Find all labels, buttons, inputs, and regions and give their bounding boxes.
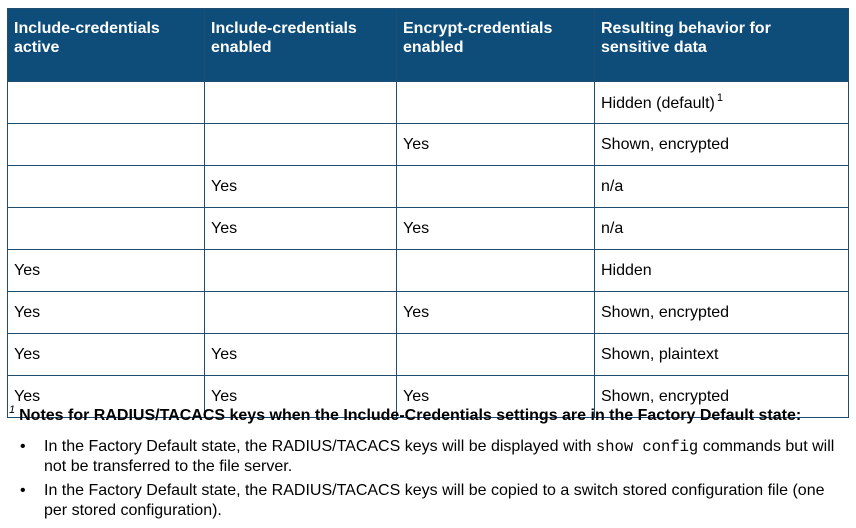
table-cell: Yes bbox=[204, 207, 397, 250]
table-cell: Yes bbox=[396, 207, 595, 250]
table-cell: Yes bbox=[7, 249, 205, 292]
table-row: Yes n/a bbox=[7, 165, 849, 208]
footnote-marker: 1 bbox=[9, 404, 16, 416]
footnote-list: • In the Factory Default state, the RADI… bbox=[20, 437, 850, 525]
table-cell: Yes bbox=[396, 123, 595, 166]
header-resulting-behavior: Resulting behavior for sensitive data bbox=[594, 8, 849, 82]
footnote-title: 1 Notes for RADIUS/TACACS keys when the I… bbox=[9, 404, 801, 425]
table-row: Yes Yes Shown, encrypted bbox=[7, 291, 849, 334]
table-row: Yes Hidden bbox=[7, 249, 849, 292]
note-text: In the Factory Default state, the RADIUS… bbox=[44, 482, 825, 519]
table-cell bbox=[396, 81, 595, 124]
table-cell bbox=[7, 123, 205, 166]
table-cell: Shown, encrypted bbox=[594, 291, 849, 334]
table-cell bbox=[396, 333, 595, 376]
table-cell: Shown, plaintext bbox=[594, 333, 849, 376]
table-cell: Hidden bbox=[594, 249, 849, 292]
table-cell: Hidden (default) 1 bbox=[594, 81, 849, 124]
bullet: • bbox=[20, 438, 26, 455]
command-code: show config bbox=[595, 438, 699, 456]
table-row: Yes Yes Yes Shown, encrypted bbox=[7, 375, 849, 418]
table-header-row: Include-credentials active Include-crede… bbox=[7, 8, 849, 82]
table-cell: Shown, encrypted bbox=[594, 375, 849, 418]
table-cell bbox=[204, 249, 397, 292]
table-cell: Yes bbox=[204, 375, 397, 418]
table-cell: Yes bbox=[396, 291, 595, 334]
table-cell bbox=[7, 165, 205, 208]
table-cell: Yes bbox=[7, 291, 205, 334]
table-cell: n/a bbox=[594, 207, 849, 250]
table-cell bbox=[396, 249, 595, 292]
footnote-marker: 1 bbox=[716, 92, 723, 104]
table-row: Hidden (default) 1 bbox=[7, 81, 849, 124]
table-row: Yes Yes Shown, plaintext bbox=[7, 333, 849, 376]
note-text-part: In the Factory Default state, the RADIUS… bbox=[44, 438, 596, 455]
table-cell bbox=[7, 207, 205, 250]
list-item: • In the Factory Default state, the RADI… bbox=[20, 481, 850, 521]
table-cell bbox=[204, 81, 397, 124]
table-cell bbox=[204, 123, 397, 166]
table-cell bbox=[396, 165, 595, 208]
header-include-credentials-active: Include-credentials active bbox=[7, 8, 205, 82]
table-cell: Yes bbox=[204, 333, 397, 376]
table-cell: Yes bbox=[204, 165, 397, 208]
note-text-part: commands but will not be transferred to … bbox=[44, 438, 835, 475]
table-cell: Yes bbox=[7, 375, 205, 418]
credentials-behavior-table: Include-credentials active Include-crede… bbox=[7, 8, 849, 418]
table-cell: Yes bbox=[7, 333, 205, 376]
table-cell bbox=[7, 81, 205, 124]
header-encrypt-credentials-enabled: Encrypt-credentials enabled bbox=[396, 8, 595, 82]
table-cell: n/a bbox=[594, 165, 849, 208]
table-row: Yes Yes n/a bbox=[7, 207, 849, 250]
table-cell bbox=[204, 291, 397, 334]
bullet: • bbox=[20, 482, 26, 499]
footnote-title-text: Notes for RADIUS/TACACS keys when the In… bbox=[19, 407, 802, 424]
cell-text: Hidden (default) bbox=[601, 95, 715, 112]
header-include-credentials-enabled: Include-credentials enabled bbox=[204, 8, 397, 82]
table-cell: Shown, encrypted bbox=[594, 123, 849, 166]
list-item: • In the Factory Default state, the RADI… bbox=[20, 437, 850, 477]
table-row: Yes Shown, encrypted bbox=[7, 123, 849, 166]
